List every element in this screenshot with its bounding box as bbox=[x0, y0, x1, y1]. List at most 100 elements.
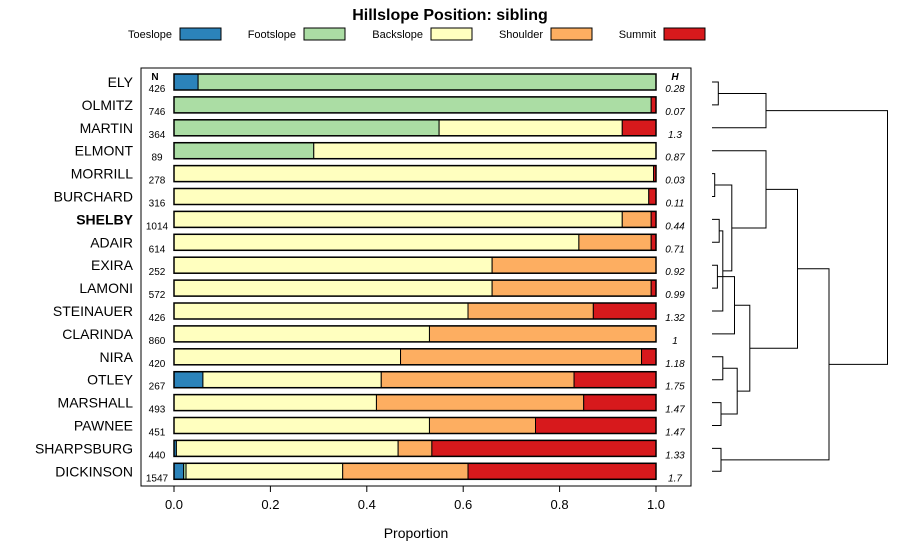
bar-segment-dickinson-summit bbox=[467, 462, 657, 480]
legend: Toeslope Footslope Backslope Shoulder Summit bbox=[128, 27, 706, 41]
row-label-burchard: BURCHARD bbox=[54, 189, 133, 205]
bar-segment-nira-backslope bbox=[173, 348, 402, 366]
bar-outline-morrill bbox=[173, 164, 657, 183]
h-value-clarinda: 1 bbox=[672, 336, 678, 347]
h-value-ely: 0.28 bbox=[665, 84, 685, 95]
dendrogram-link-7 bbox=[712, 447, 722, 472]
bar-row-otley bbox=[173, 370, 657, 389]
legend-label-toeslope: Toeslope bbox=[128, 29, 172, 41]
row-label-morrill: MORRILL bbox=[71, 166, 133, 182]
dendrogram-link-13 bbox=[712, 92, 767, 129]
n-column-header: N bbox=[151, 72, 158, 83]
dendrogram-link-1 bbox=[712, 81, 719, 106]
bar-outline-adair bbox=[173, 233, 657, 252]
bar-segment-burchard-summit bbox=[648, 188, 657, 205]
dendrogram-link-4 bbox=[712, 264, 718, 289]
n-value-adair: 614 bbox=[149, 244, 166, 255]
bar-row-clarinda bbox=[173, 325, 657, 343]
bar-outline-sharpsburg bbox=[173, 439, 657, 458]
dendrogram bbox=[712, 81, 888, 472]
row-label-nira: NIRA bbox=[100, 349, 134, 365]
x-tick-label-0: 0.0 bbox=[165, 497, 183, 512]
n-value-martin: 364 bbox=[149, 130, 166, 141]
bar-segment-lamoni-backslope bbox=[173, 279, 493, 297]
bar-segment-martin-footslope bbox=[173, 119, 440, 137]
row-label-dickinson: DICKINSON bbox=[55, 463, 133, 479]
chart-title: Hillslope Position: sibling bbox=[352, 7, 548, 24]
bar-row-sharpsburg bbox=[173, 439, 657, 458]
bar-segment-shelby-backslope bbox=[173, 210, 623, 228]
bar-segment-martin-summit bbox=[621, 119, 657, 137]
legend-swatch-footslope bbox=[303, 27, 346, 41]
bar-segment-steinauer-summit bbox=[592, 302, 657, 320]
row-label-exira: EXIRA bbox=[91, 257, 134, 273]
n-value-sharpsburg: 440 bbox=[149, 450, 166, 461]
bar-segment-adair-shoulder bbox=[578, 233, 652, 251]
bar-outline-martin bbox=[173, 119, 657, 137]
bar-row-marshall bbox=[173, 393, 657, 412]
bar-segment-nira-summit bbox=[641, 348, 657, 366]
bar-segment-lamoni-shoulder bbox=[491, 279, 652, 297]
bar-segment-otley-backslope bbox=[202, 371, 382, 389]
n-value-elmont: 89 bbox=[151, 153, 163, 164]
bar-segment-steinauer-shoulder bbox=[467, 302, 594, 320]
legend-swatch-backslope bbox=[430, 27, 473, 41]
bars bbox=[173, 73, 657, 481]
bar-outline-nira bbox=[173, 348, 657, 366]
legend-label-shoulder: Shoulder bbox=[499, 29, 543, 41]
row-label-martin: MARTIN bbox=[80, 120, 133, 136]
h-value-olmitz: 0.07 bbox=[665, 107, 685, 118]
bar-segment-pawnee-backslope bbox=[173, 417, 430, 434]
bar-outline-exira bbox=[173, 256, 657, 274]
legend-label-footslope: Footslope bbox=[248, 29, 296, 41]
bar-row-ely bbox=[173, 73, 657, 91]
bar-segment-pawnee-summit bbox=[535, 417, 657, 434]
h-value-exira: 0.92 bbox=[665, 267, 685, 278]
bar-segment-dickinson-toeslope bbox=[173, 462, 185, 480]
h-value-adair: 0.71 bbox=[665, 244, 684, 255]
dendrogram-link-3 bbox=[712, 218, 720, 243]
row-label-pawnee: PAWNEE bbox=[74, 418, 133, 434]
x-axis: 0.0 0.2 0.4 0.6 0.8 1.0 bbox=[165, 486, 665, 512]
bar-outline-lamoni bbox=[173, 279, 657, 297]
n-value-dickinson: 1547 bbox=[146, 473, 169, 484]
row-label-adair: ADAIR bbox=[90, 234, 133, 250]
bar-segment-dickinson-backslope bbox=[185, 462, 344, 480]
dendrogram-link-2 bbox=[712, 173, 716, 197]
row-label-olmitz: OLMITZ bbox=[82, 97, 134, 113]
bar-segment-clarinda-backslope bbox=[173, 325, 430, 343]
bar-segment-ely-toeslope bbox=[173, 73, 199, 91]
x-tick-label-5: 1.0 bbox=[647, 497, 665, 512]
legend-label-backslope: Backslope bbox=[372, 29, 423, 41]
x-tick-label-3: 0.6 bbox=[454, 497, 472, 512]
legend-swatch-summit bbox=[663, 27, 706, 41]
x-tick-label-2: 0.4 bbox=[358, 497, 376, 512]
bar-outline-clarinda bbox=[173, 325, 657, 343]
bar-row-burchard bbox=[173, 187, 657, 206]
row-label-shelby: SHELBY bbox=[76, 211, 133, 227]
dendrogram-link-14 bbox=[712, 150, 767, 229]
bar-outline-olmitz bbox=[173, 96, 657, 114]
bar-outline-elmont bbox=[173, 141, 657, 160]
bar-segment-exira-shoulder bbox=[491, 256, 657, 274]
row-label-clarinda: CLARINDA bbox=[62, 326, 133, 342]
h-value-dickinson: 1.7 bbox=[668, 473, 682, 484]
n-value-lamoni: 572 bbox=[149, 290, 166, 301]
h-value-otley: 1.75 bbox=[665, 382, 685, 393]
x-tick-label-1: 0.2 bbox=[261, 497, 279, 512]
n-value-burchard: 316 bbox=[149, 199, 166, 210]
bar-segment-marshall-shoulder bbox=[375, 394, 585, 412]
n-value-nira: 420 bbox=[149, 359, 166, 370]
bar-row-pawnee bbox=[173, 416, 657, 435]
bar-segment-otley-toeslope bbox=[173, 371, 204, 389]
row-label-otley: OTLEY bbox=[87, 372, 134, 388]
bar-segment-nira-shoulder bbox=[400, 348, 643, 366]
dendrogram-link-15 bbox=[749, 188, 798, 349]
bar-segment-adair-backslope bbox=[173, 233, 580, 251]
bar-segment-steinauer-backslope bbox=[173, 302, 469, 320]
h-value-elmont: 0.87 bbox=[665, 153, 685, 164]
h-value-morrill: 0.03 bbox=[665, 176, 685, 187]
bar-row-dickinson bbox=[173, 462, 657, 481]
dendrogram-link-17 bbox=[766, 110, 888, 365]
bar-outline-ely bbox=[173, 73, 657, 91]
